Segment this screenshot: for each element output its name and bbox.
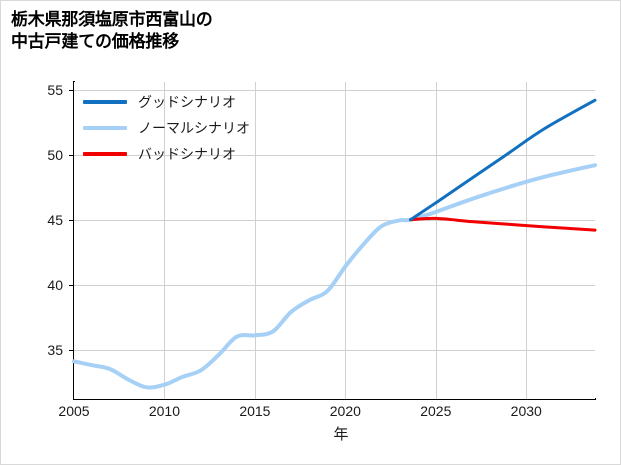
plot-background [74, 82, 595, 399]
series-line [408, 216, 597, 232]
legend-item[interactable]: グッドシナリオ [83, 89, 298, 115]
legend-item-label: バッドシナリオ [138, 146, 236, 162]
gridline-vertical [254, 82, 256, 399]
x-axis-spine [73, 398, 596, 400]
legend-swatch-icon [83, 100, 127, 104]
series-line [72, 163, 597, 390]
gridline-horizontal [74, 349, 595, 351]
y-tick-mark [69, 219, 74, 221]
legend-item[interactable]: バッドシナリオ [83, 141, 298, 167]
x-tick-label: 2020 [329, 403, 361, 419]
y-tick-label: 40 [47, 276, 63, 293]
gridline-vertical [164, 82, 166, 399]
x-tick-label: 2025 [420, 403, 452, 419]
gridline-vertical [345, 82, 347, 399]
x-axis-label: 年 [333, 426, 349, 443]
y-tick-mark [69, 89, 74, 91]
legend-swatch-icon [83, 126, 127, 130]
y-tick-label: 55 [47, 81, 63, 98]
y-tick-mark [69, 154, 74, 156]
gridline-horizontal [74, 89, 595, 91]
y-tick-mark [69, 284, 74, 286]
chart-title: 栃木県那須塩原市西富山の 中古戸建ての価格推移 [11, 10, 213, 52]
y-tick-mark [69, 349, 74, 351]
gridline-horizontal [74, 219, 595, 221]
plot-area [72, 82, 597, 399]
gridline-horizontal [74, 154, 595, 156]
x-tick-label: 2010 [148, 403, 181, 419]
series-line [408, 98, 597, 222]
legend-item-label: ノーマルシナリオ [138, 120, 250, 136]
gridline-vertical [526, 82, 528, 399]
y-tick-label: 35 [47, 341, 63, 358]
gridline-vertical [435, 82, 437, 399]
x-tick-label: 2005 [58, 403, 90, 419]
legend-item-label: グッドシナリオ [138, 94, 236, 110]
legend-swatch-icon [83, 152, 127, 156]
y-tick-label: 45 [47, 211, 63, 228]
y-tick-label: 50 [47, 146, 63, 163]
x-tick-label: 2015 [239, 403, 271, 419]
x-tick-label: 2030 [510, 403, 542, 419]
chart-legend: グッドシナリオ ノーマルシナリオ バッドシナリオ [83, 89, 298, 167]
legend-item[interactable]: ノーマルシナリオ [83, 115, 298, 141]
series-lines [72, 98, 597, 390]
